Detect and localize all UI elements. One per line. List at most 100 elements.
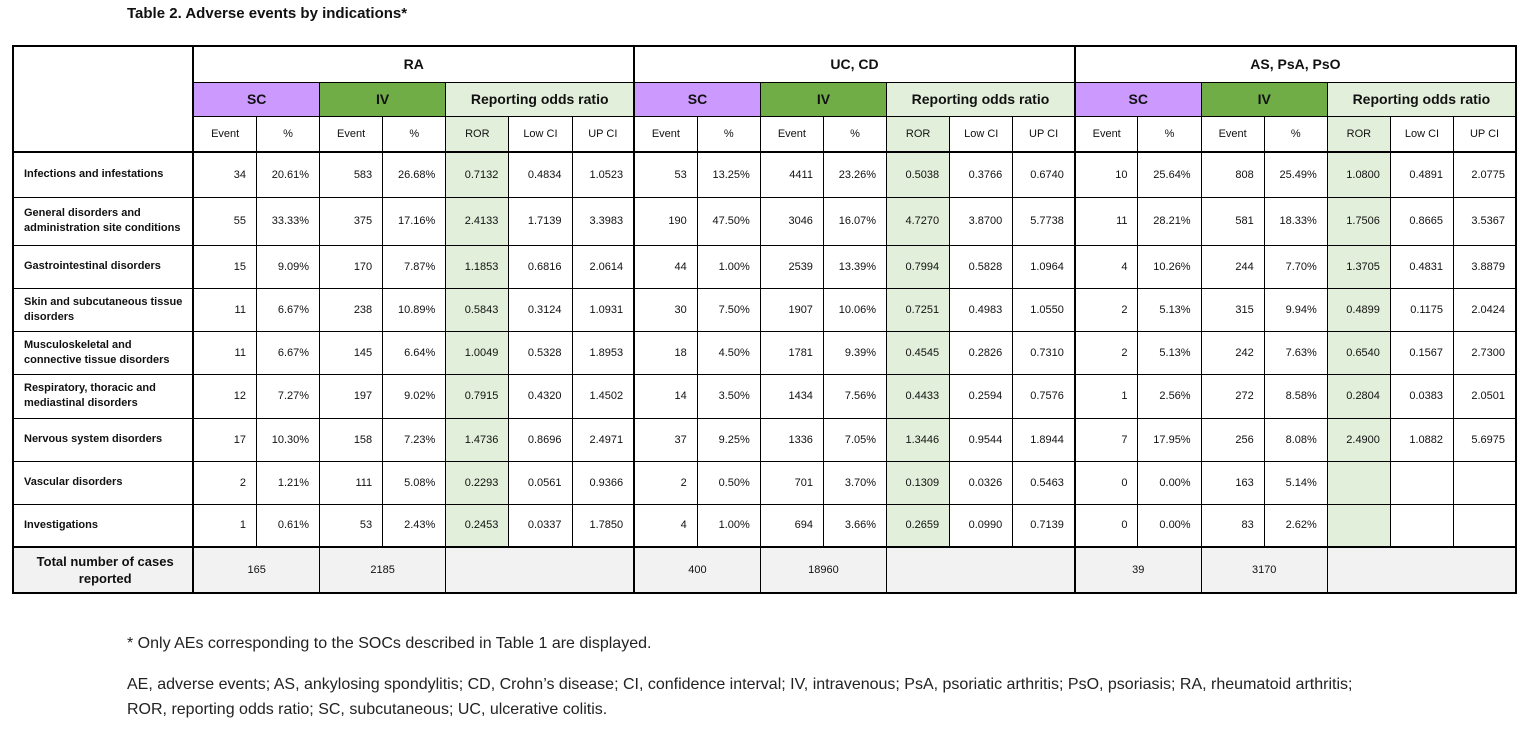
cell-: 9.39%: [822, 330, 888, 375]
cell-: 0.50%: [696, 460, 761, 505]
cell-: 1.21%: [255, 460, 321, 505]
column-header: %: [255, 115, 321, 153]
cell-event: 53: [319, 503, 384, 548]
cell-event: 1: [192, 503, 257, 548]
cell-ror: 1.3446: [886, 417, 951, 462]
table-row: Skin and subcutaneous tissue disorders 11…: [12, 287, 1517, 332]
cell-event: 375: [319, 196, 384, 246]
cell-: 13.25%: [696, 151, 761, 198]
cell-up-ci: 2.4971: [571, 417, 635, 462]
cell-ror: 0.2293: [445, 460, 510, 505]
cell-event: 4: [633, 503, 698, 548]
cell-up-ci: 0.7576: [1012, 373, 1076, 419]
cell-: 5.14%: [1263, 460, 1328, 505]
cell-low-ci: 0.5828: [949, 244, 1014, 289]
cell-: 47.50%: [696, 196, 761, 246]
cell-up-ci: 1.8944: [1012, 417, 1076, 462]
cell-event: 83: [1200, 503, 1265, 548]
row-label: Nervous system disorders: [12, 417, 194, 462]
total-row: Total number of cases reported 165 2185 400…: [12, 546, 1517, 594]
cell-event: 2: [1073, 330, 1139, 375]
ror-header: Reporting odds ratio: [445, 81, 635, 117]
cell-: 9.09%: [255, 244, 321, 289]
column-header: %: [822, 115, 888, 153]
cell-ror: 0.2453: [445, 503, 510, 548]
cell-event: 197: [319, 373, 384, 419]
cell-: 10.06%: [822, 287, 888, 332]
cell-event: 256: [1200, 417, 1265, 462]
cell-ror: 0.4899: [1326, 287, 1391, 332]
cell-up-ci: 3.3983: [571, 196, 635, 246]
cell-ror: 0.5843: [445, 287, 510, 332]
total-sc: 400: [633, 546, 761, 594]
cell-event: 34: [192, 151, 257, 198]
cell-event: 0: [1073, 460, 1139, 505]
cell-: 7.70%: [1263, 244, 1328, 289]
table-row: Nervous system disorders 17 10.30% 158 7.23%…: [12, 417, 1517, 462]
cell-: 26.68%: [382, 151, 447, 198]
table-row: Respiratory, thoracic and mediastinal di…: [12, 373, 1517, 419]
cell-up-ci: 0.7310: [1012, 330, 1076, 375]
cell-event: 238: [319, 287, 384, 332]
column-header: Low CI: [949, 115, 1014, 153]
column-header: ROR: [886, 115, 951, 153]
cell-ror: 1.0049: [445, 330, 510, 375]
total-iv: 3170: [1200, 546, 1328, 594]
iv-header: IV: [1200, 81, 1328, 117]
cell-up-ci: 0.6740: [1012, 151, 1076, 198]
cell-ror: [1326, 503, 1391, 548]
column-header: Event: [1073, 115, 1139, 153]
cell-event: 7: [1073, 417, 1139, 462]
cell-event: 11: [192, 330, 257, 375]
cell-: 7.05%: [822, 417, 888, 462]
total-ror-empty: [1326, 546, 1517, 594]
cell-ror: 2.4133: [445, 196, 510, 246]
cell-event: 11: [1073, 196, 1139, 246]
cell-low-ci: 0.8696: [508, 417, 573, 462]
cell-: 3.50%: [696, 373, 761, 419]
cell-event: 1: [1073, 373, 1139, 419]
cell-event: 808: [1200, 151, 1265, 198]
cell-up-ci: 1.8953: [571, 330, 635, 375]
iv-header: IV: [759, 81, 888, 117]
cell-low-ci: 0.2594: [949, 373, 1014, 419]
cell-low-ci: 0.9544: [949, 417, 1014, 462]
column-header: UP CI: [1012, 115, 1076, 153]
cell-: 16.07%: [822, 196, 888, 246]
cell-event: 37: [633, 417, 698, 462]
cell-up-ci: 5.6975: [1453, 417, 1517, 462]
cell-up-ci: 0.5463: [1012, 460, 1076, 505]
column-header: UP CI: [1453, 115, 1517, 153]
column-header: Event: [1200, 115, 1265, 153]
cell-: 8.58%: [1263, 373, 1328, 419]
cell-event: 53: [633, 151, 698, 198]
cell-: 3.66%: [822, 503, 888, 548]
cell-event: 2: [1073, 287, 1139, 332]
cell-low-ci: 0.4831: [1389, 244, 1455, 289]
total-ror-empty: [445, 546, 635, 594]
cell-event: 190: [633, 196, 698, 246]
cell-low-ci: 0.6816: [508, 244, 573, 289]
cell-low-ci: 3.8700: [949, 196, 1014, 246]
cell-event: 170: [319, 244, 384, 289]
cell-: 2.62%: [1263, 503, 1328, 548]
cell-event: 10: [1073, 151, 1139, 198]
cell-: 7.56%: [822, 373, 888, 419]
cell-up-ci: 5.7738: [1012, 196, 1076, 246]
cell-low-ci: [1389, 503, 1455, 548]
cell-event: 111: [319, 460, 384, 505]
cell-low-ci: [1389, 460, 1455, 505]
cell-ror: 1.7506: [1326, 196, 1391, 246]
cell-: 9.94%: [1263, 287, 1328, 332]
cell-: 18.33%: [1263, 196, 1328, 246]
cell-low-ci: 0.0561: [508, 460, 573, 505]
column-header: Low CI: [1389, 115, 1455, 153]
group-header: RA: [192, 45, 635, 83]
cell-event: 30: [633, 287, 698, 332]
cell-ror: 1.4736: [445, 417, 510, 462]
row-label: Vascular disorders: [12, 460, 194, 505]
cell-ror: 1.3705: [1326, 244, 1391, 289]
cell-: 10.89%: [382, 287, 447, 332]
row-label: Respiratory, thoracic and mediastinal di…: [12, 373, 194, 419]
cell-: 5.13%: [1137, 330, 1202, 375]
